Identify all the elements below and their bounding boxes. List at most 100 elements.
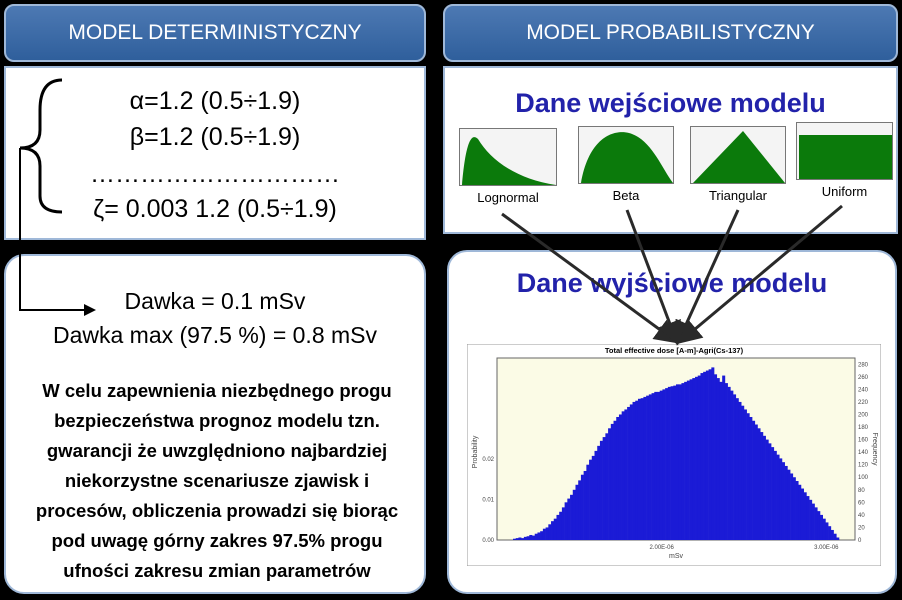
histogram-bar bbox=[819, 514, 823, 540]
histogram-bar bbox=[529, 534, 533, 540]
header-probabilistic: MODEL PROBABILISTYCZNY bbox=[443, 4, 898, 62]
histogram-bar bbox=[795, 481, 799, 540]
histogram-bar bbox=[708, 369, 712, 540]
histogram-bar bbox=[545, 527, 549, 540]
histogram-bar bbox=[635, 400, 639, 540]
y2-tick-label: 140 bbox=[858, 450, 869, 456]
histogram-bar bbox=[599, 440, 603, 540]
histogram-bar bbox=[833, 533, 837, 540]
histogram-bar bbox=[787, 469, 791, 540]
histogram-bar bbox=[532, 535, 536, 540]
dist-label: Beta bbox=[612, 188, 640, 203]
histogram-bar bbox=[556, 514, 560, 540]
dist-lognormal: Lognormal bbox=[459, 128, 557, 208]
param-ellipsis: ………………………… bbox=[90, 160, 340, 188]
dose-max-value: Dawka max (97.5 %) = 0.8 mSv bbox=[52, 322, 378, 348]
histogram-bar bbox=[811, 503, 815, 540]
histogram-bar bbox=[695, 376, 699, 540]
histogram-bar bbox=[806, 496, 810, 540]
histogram-bar bbox=[776, 454, 780, 540]
histogram-bar bbox=[689, 379, 693, 540]
histogram-bar bbox=[515, 538, 519, 540]
histogram-bar bbox=[752, 420, 756, 540]
dist-label: Uniform bbox=[821, 184, 868, 199]
y-tick-label: 0.00 bbox=[482, 538, 494, 544]
histogram-bar bbox=[678, 384, 682, 540]
histogram-bar bbox=[575, 484, 579, 540]
histogram-bar bbox=[578, 480, 582, 540]
histogram-bar bbox=[597, 445, 601, 540]
histogram-bar bbox=[670, 386, 674, 540]
paragraph-line: niekorzystne scenariusze zjawisk i bbox=[64, 470, 370, 491]
histogram-bar bbox=[564, 502, 568, 540]
histogram-bar bbox=[548, 524, 552, 540]
inputs-title: Dane wejściowe modelu bbox=[515, 88, 826, 118]
paragraph-line: pod uwagę górny zakres 97.5% progu bbox=[51, 530, 383, 551]
histogram-bar bbox=[665, 388, 669, 540]
paragraph-line: W celu zapewnienia niezbędnego progu bbox=[42, 380, 392, 401]
y2-tick-label: 100 bbox=[858, 475, 869, 481]
histogram-bar bbox=[537, 532, 541, 540]
histogram-bar bbox=[749, 416, 753, 540]
histogram-bar bbox=[762, 435, 766, 540]
x-tick-label: 3.00E-06 bbox=[814, 545, 839, 551]
histogram-bar bbox=[814, 507, 818, 540]
histogram-bar bbox=[589, 459, 593, 540]
dist-triangular: Triangular bbox=[690, 126, 786, 206]
histogram-bar bbox=[735, 398, 739, 540]
histogram-bar bbox=[733, 394, 737, 540]
histogram-bar bbox=[613, 420, 617, 540]
x-tick-label: 2.00E-06 bbox=[650, 545, 675, 551]
histogram-bar bbox=[526, 536, 530, 540]
histogram-bar bbox=[730, 390, 734, 540]
histogram-bar bbox=[534, 533, 538, 540]
histogram-xlabel: mSv bbox=[669, 553, 684, 560]
histogram-bar bbox=[659, 390, 663, 540]
dose-value: Dawka = 0.1 mSv bbox=[124, 288, 306, 314]
histogram-bar bbox=[586, 464, 590, 540]
histogram-bar bbox=[809, 499, 813, 540]
dist-label: Lognormal bbox=[477, 190, 539, 205]
param-alpha: α=1.2 (0.5÷1.9) bbox=[129, 87, 301, 115]
histogram-bar bbox=[662, 389, 666, 540]
histogram-bar bbox=[711, 367, 715, 540]
histogram-bar bbox=[553, 518, 557, 540]
histogram-bar bbox=[570, 494, 574, 540]
histogram-bar bbox=[608, 428, 612, 540]
histogram-bar bbox=[757, 428, 761, 540]
histogram-bar bbox=[523, 536, 527, 540]
histogram-bar bbox=[605, 433, 609, 540]
histogram-bar bbox=[540, 531, 544, 540]
histogram-bar bbox=[779, 458, 783, 540]
y2-tick-label: 260 bbox=[858, 375, 869, 381]
histogram-bar bbox=[602, 437, 606, 540]
histogram-bar bbox=[781, 462, 785, 540]
histogram-bar bbox=[651, 393, 655, 540]
histogram-bar bbox=[572, 489, 576, 540]
histogram-bar bbox=[551, 521, 555, 540]
histogram-bar bbox=[768, 443, 772, 540]
histogram-bar bbox=[714, 374, 718, 540]
histogram-bar bbox=[700, 373, 704, 540]
brace-arrow bbox=[19, 78, 96, 316]
histogram-bar bbox=[773, 450, 777, 540]
histogram-bar bbox=[703, 371, 707, 540]
histogram-bar bbox=[610, 423, 614, 540]
y2-tick-label: 80 bbox=[858, 488, 865, 494]
dist-beta: Beta bbox=[578, 126, 674, 206]
histogram-bar bbox=[627, 406, 631, 540]
y2-tick-label: 60 bbox=[858, 500, 865, 506]
histogram-bar bbox=[681, 383, 685, 540]
histogram-bar bbox=[686, 380, 690, 540]
param-zeta: ζ= 0.003 1.2 (0.5÷1.9) bbox=[93, 195, 337, 223]
histogram-bar bbox=[561, 507, 565, 540]
histogram-bar bbox=[673, 385, 677, 540]
histogram-bar bbox=[836, 537, 840, 540]
histogram-bar bbox=[792, 477, 796, 540]
histogram-bar bbox=[830, 529, 834, 540]
histogram-bar bbox=[822, 518, 826, 540]
histogram-bar bbox=[646, 395, 650, 540]
histogram-bar bbox=[724, 383, 728, 540]
histogram-bar bbox=[697, 375, 701, 540]
histogram-bar bbox=[692, 378, 696, 540]
